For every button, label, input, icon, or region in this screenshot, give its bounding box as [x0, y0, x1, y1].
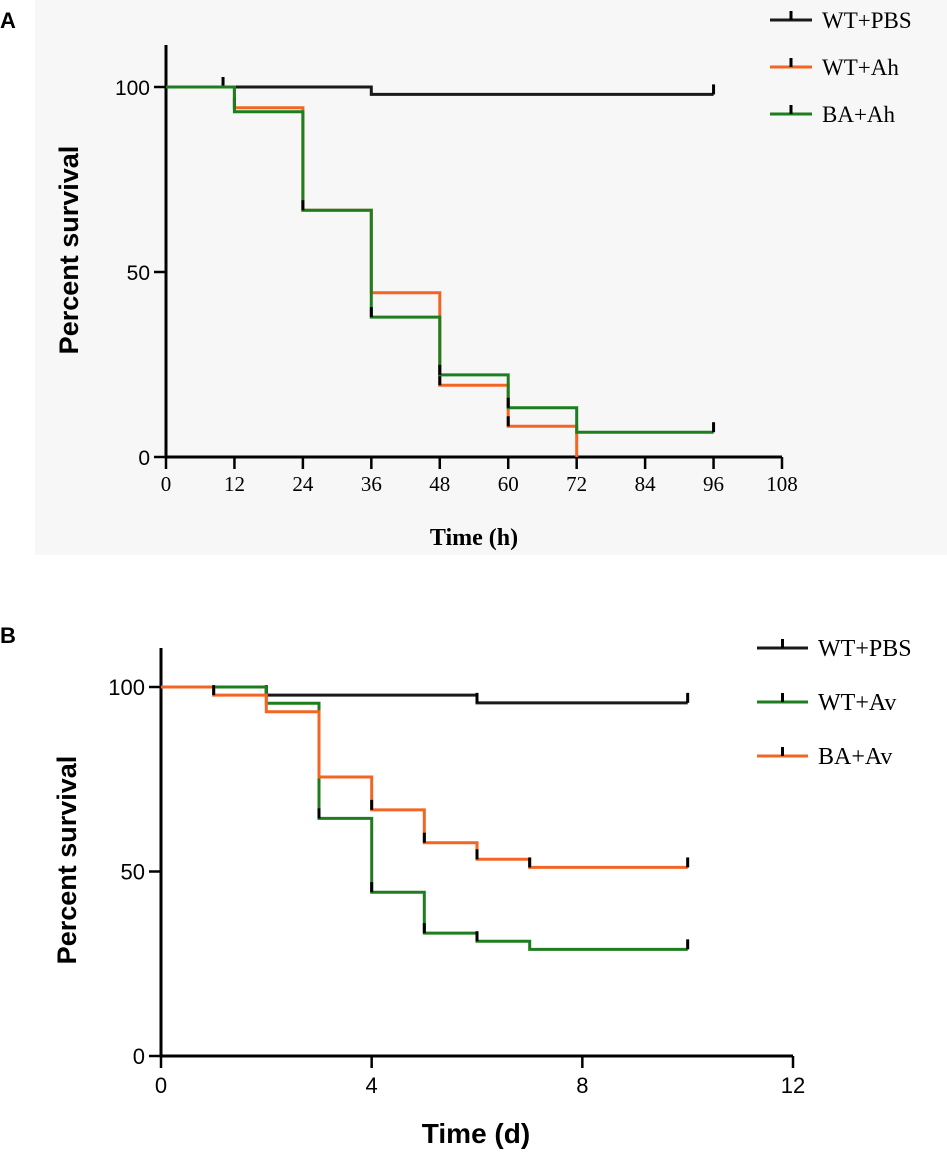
panel-label: B — [0, 623, 16, 648]
y-tick-label: 100 — [108, 675, 145, 700]
legend: WT+PBS WT+Ah BA+Ah — [770, 8, 912, 127]
y-tick-label: 50 — [127, 262, 150, 285]
panel-a: A 0 12 24 36 48 60 72 84 96 108 0 50 100 Time (h) Perce… — [0, 8, 912, 551]
x-tick-label: 4 — [366, 1073, 378, 1098]
y-axis-title: Percent survival — [52, 756, 82, 965]
legend-item: BA+Ah — [770, 102, 896, 127]
series-ba-ah — [166, 85, 716, 434]
x-axis-title: Time (h) — [430, 525, 518, 551]
survival-step-line — [161, 685, 688, 869]
legend-item: BA+Av — [757, 744, 892, 770]
legend-label: WT+Av — [818, 690, 896, 716]
x-tick-label: 96 — [703, 472, 724, 496]
y-tick-label: 50 — [121, 860, 145, 885]
legend-label: BA+Ah — [822, 102, 896, 127]
x-tick-label: 84 — [635, 472, 657, 496]
x-tick-label: 60 — [498, 472, 519, 496]
x-tick-label: 0 — [155, 1073, 167, 1098]
legend-label: WT+PBS — [818, 636, 912, 662]
x-axis-title: Time (d) — [422, 1118, 530, 1149]
x-tick-label: 8 — [576, 1073, 588, 1098]
legend-item: WT+Av — [757, 690, 896, 716]
panel-a-background — [35, 0, 947, 555]
legend-item: WT+PBS — [757, 636, 912, 662]
x-tick-label: 108 — [766, 472, 798, 496]
x-tick-label: 36 — [361, 472, 382, 496]
x-tick-label: 24 — [292, 472, 314, 496]
legend-item: WT+Ah — [770, 55, 899, 80]
x-tick-label: 48 — [429, 472, 450, 496]
survival-step-line — [166, 85, 714, 434]
x-tick-label: 12 — [224, 472, 245, 496]
series-ba-av — [161, 685, 690, 869]
legend: WT+PBS WT+Av BA+Av — [757, 636, 912, 770]
y-tick-label: 0 — [138, 447, 150, 470]
y-axis-title: Percent survival — [54, 146, 84, 355]
x-tick-label: 12 — [781, 1073, 805, 1098]
series-wt-av — [161, 685, 690, 951]
legend-label: WT+PBS — [822, 8, 912, 33]
legend-label: BA+Av — [818, 744, 892, 770]
y-tick-label: 100 — [115, 77, 150, 100]
survival-step-line — [166, 85, 714, 96]
panel-label: A — [0, 8, 16, 33]
y-tick-label: 0 — [133, 1044, 145, 1069]
x-tick-label: 0 — [161, 472, 172, 496]
series-wt-pbs — [166, 77, 716, 96]
legend-label: WT+Ah — [822, 55, 899, 80]
survival-step-line — [161, 685, 688, 951]
x-tick-label: 72 — [566, 472, 587, 496]
panel-b: B 0 4 8 12 0 50 100 Time (d) Percent survival WT+P… — [0, 623, 912, 1149]
legend-item: WT+PBS — [770, 8, 912, 33]
